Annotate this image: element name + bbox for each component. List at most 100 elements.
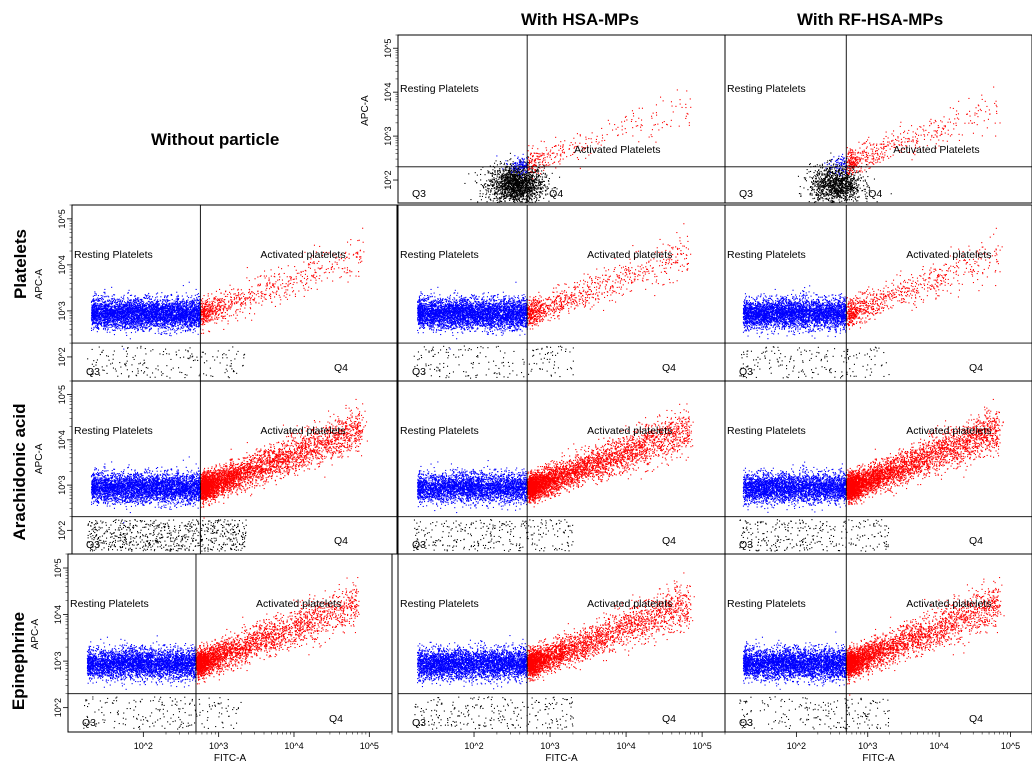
- scatter-point: [509, 188, 510, 189]
- scatter-point: [517, 193, 518, 194]
- scatter-point: [476, 182, 477, 183]
- scatter-point: [506, 195, 507, 196]
- scatter-point: [488, 171, 489, 172]
- scatter-point: [502, 178, 503, 179]
- scatter-point: [503, 177, 504, 178]
- scatter-point: [501, 194, 502, 195]
- scatter-point: [510, 171, 511, 172]
- scatter-point: [486, 190, 487, 191]
- scatter-point: [545, 173, 546, 174]
- scatter-point: [531, 199, 532, 200]
- scatter-point: [538, 176, 539, 177]
- scatter-point: [483, 193, 484, 194]
- scatter-point: [524, 189, 525, 190]
- scatter-point: [480, 196, 481, 197]
- scatter-point: [489, 185, 490, 186]
- scatter-point: [507, 196, 508, 197]
- scatter-point: [494, 180, 495, 181]
- scatter-point: [516, 177, 517, 178]
- scatter-point: [494, 174, 495, 175]
- scatter-point: [496, 196, 497, 197]
- scatter-point: [541, 192, 542, 193]
- scatter-point: [497, 164, 498, 165]
- scatter-point: [499, 201, 500, 202]
- scatter-point: [520, 187, 521, 188]
- scatter-point: [504, 195, 505, 196]
- scatter-point: [523, 188, 524, 189]
- scatter-point: [485, 189, 486, 190]
- scatter-point: [510, 177, 511, 178]
- scatter-point: [546, 175, 547, 176]
- scatter-point: [525, 170, 526, 171]
- scatter-point: [537, 194, 538, 195]
- scatter-point: [538, 200, 539, 201]
- scatter-point: [502, 181, 503, 182]
- scatter-point: [498, 185, 499, 186]
- scatter-point: [499, 200, 500, 201]
- scatter-point: [487, 185, 488, 186]
- scatter-point: [539, 195, 540, 196]
- scatter-point: [517, 184, 518, 185]
- scatter-point: [543, 181, 544, 182]
- scatter-point: [501, 175, 502, 176]
- scatter-point: [464, 183, 465, 184]
- scatter-point: [528, 182, 529, 183]
- scatter-point: [506, 167, 507, 168]
- scatter-point: [535, 178, 536, 179]
- scatter-point: [536, 189, 537, 190]
- scatter-point: [541, 170, 542, 171]
- scatter-point: [484, 184, 485, 185]
- scatter-point: [513, 186, 514, 187]
- scatter-point: [519, 200, 520, 201]
- scatter-point: [500, 161, 501, 162]
- scatter-point: [514, 199, 515, 200]
- scatter-point: [534, 198, 535, 199]
- scatter-point: [497, 194, 498, 195]
- scatter-point: [531, 169, 532, 170]
- scatter-point: [496, 178, 497, 179]
- scatter-point: [522, 199, 523, 200]
- scatter-point: [539, 191, 540, 192]
- scatter-point: [529, 198, 530, 199]
- scatter-point: [482, 185, 483, 186]
- scatter-point: [536, 200, 537, 201]
- scatter-point: [546, 176, 547, 177]
- scatter-point: [522, 175, 523, 176]
- scatter-point: [494, 182, 495, 183]
- scatter-point: [529, 196, 530, 197]
- scatter-point: [518, 199, 519, 200]
- scatter-point: [500, 171, 501, 172]
- scatter-point: [497, 176, 498, 177]
- scatter-point: [524, 174, 525, 175]
- scatter-point: [541, 174, 542, 175]
- scatter-point: [532, 183, 533, 184]
- scatter-point: [515, 187, 516, 188]
- scatter-point: [534, 181, 535, 182]
- scatter-point: [498, 191, 499, 192]
- scatter-point: [492, 182, 493, 183]
- scatter-point: [541, 191, 542, 192]
- scatter-point: [513, 182, 514, 183]
- scatter-point: [520, 197, 521, 198]
- scatter-point: [492, 181, 493, 182]
- scatter-point: [538, 162, 539, 163]
- scatter-point: [480, 190, 481, 191]
- scatter-point: [492, 194, 493, 195]
- scatter-point: [538, 185, 539, 186]
- scatter-point: [487, 188, 488, 189]
- scatter-point: [541, 188, 542, 189]
- scatter-point: [489, 188, 490, 189]
- scatter-point: [533, 180, 534, 181]
- scatter-point: [513, 176, 514, 177]
- scatter-point: [534, 182, 535, 183]
- scatter-point: [525, 176, 526, 177]
- scatter-point: [498, 170, 499, 171]
- scatter-point: [498, 198, 499, 199]
- scatter-point: [509, 173, 510, 174]
- scatter-point: [516, 180, 517, 181]
- scatter-point: [525, 193, 526, 194]
- scatter-point: [513, 193, 514, 194]
- scatter-point: [486, 194, 487, 195]
- scatter-point: [492, 173, 493, 174]
- scatter-point: [530, 195, 531, 196]
